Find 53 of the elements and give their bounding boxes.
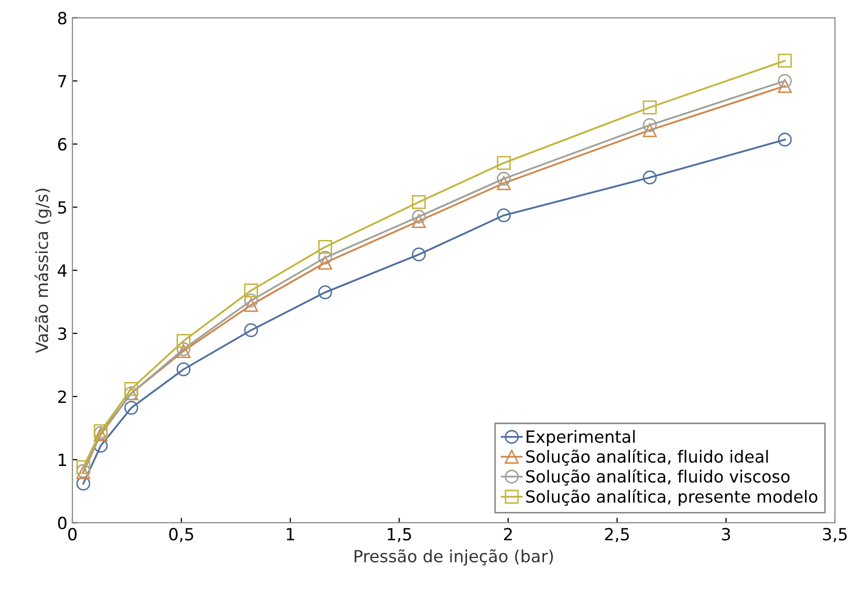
x-tick-label: 2 [504, 528, 512, 540]
point [642, 118, 657, 132]
point [318, 250, 332, 265]
point [496, 156, 511, 170]
y-tick-label: 5 [58, 201, 66, 214]
y-tick-label: 4 [58, 264, 67, 277]
point [778, 132, 792, 147]
x-tick-label: 3,5 [822, 528, 847, 542]
x-axis-title: Pressão de injeção (bar) [354, 549, 553, 566]
point [412, 214, 426, 228]
y-axis-title: Vazão mássica (g/s) [34, 188, 52, 354]
point [76, 460, 90, 474]
point [412, 248, 426, 262]
point [642, 123, 657, 138]
point [176, 334, 190, 348]
point [412, 210, 426, 224]
point [778, 79, 792, 93]
x-tick-label: 0 [68, 528, 77, 540]
point [244, 294, 258, 308]
legend-label: Solução analítica, presente modelo [526, 489, 818, 506]
point [244, 284, 258, 298]
point [778, 74, 792, 88]
y-tick-label: 7 [58, 75, 66, 88]
point [496, 208, 511, 222]
point [318, 285, 332, 300]
x-tick-label: 2,5 [605, 528, 629, 542]
point [244, 323, 258, 338]
point [412, 195, 426, 210]
point [318, 256, 332, 270]
y-tick-label: 8 [58, 12, 66, 24]
point [496, 176, 511, 190]
y-tick-label: 0 [58, 516, 66, 530]
point [176, 362, 190, 376]
legend-label: Solução analítica, fluido viscoso [526, 469, 790, 486]
y-tick-label: 6 [58, 138, 67, 151]
x-tick-label: 3 [722, 528, 730, 540]
point [124, 400, 138, 415]
point [642, 100, 657, 114]
y-tick-label: 2 [58, 390, 66, 403]
point [496, 172, 511, 186]
legend-label: Solução analítica, fluido ideal [526, 449, 768, 466]
point [318, 240, 332, 254]
x-tick-label: 1,5 [388, 528, 412, 542]
point [778, 54, 792, 68]
point [124, 382, 138, 396]
x-tick-label: 0,5 [169, 528, 194, 542]
point [76, 476, 90, 491]
y-tick-label: 1 [58, 454, 66, 466]
legend-label: Experimental [526, 430, 635, 446]
y-tick-label: 3 [58, 327, 66, 340]
point [244, 298, 258, 312]
point [642, 170, 657, 184]
x-tick-label: 1 [286, 528, 294, 540]
